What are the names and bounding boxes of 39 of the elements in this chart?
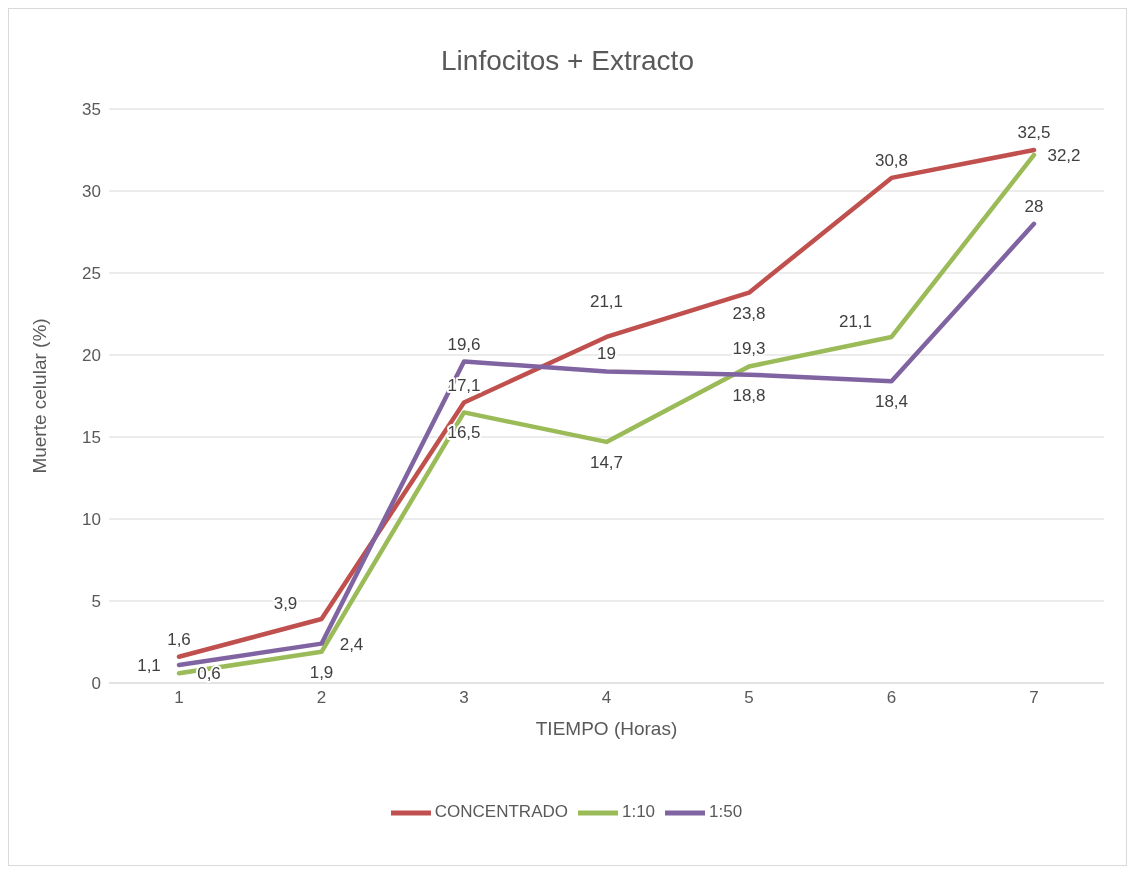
data-label: 19,6	[447, 334, 481, 354]
y-axis-title: Muerte celular (%)	[28, 318, 50, 474]
x-tick-label: 5	[744, 688, 754, 708]
y-tick-label: 5	[91, 592, 101, 612]
data-label: 1,1	[137, 655, 161, 675]
y-tick-label: 10	[82, 510, 101, 530]
legend-label: CONCENTRADO	[434, 802, 568, 822]
chart-title: Linfocitos + Extracto	[440, 45, 695, 77]
data-label: 23,8	[732, 303, 766, 323]
data-label: 2,4	[339, 634, 364, 654]
data-label: 14,7	[589, 452, 624, 472]
x-tick-label: 2	[316, 688, 327, 708]
data-label: 32,5	[1017, 123, 1051, 142]
x-tick-label: 3	[459, 688, 469, 708]
data-label: 28	[1024, 196, 1044, 216]
x-axis-title: TIEMPO (Horas)	[535, 718, 678, 739]
y-tick-label: 15	[82, 428, 101, 448]
data-label: 32,2	[1047, 145, 1081, 165]
y-tick-label: 35	[82, 100, 101, 120]
legend-label: 1:10	[621, 802, 656, 822]
data-label: 18,8	[732, 385, 766, 405]
data-label: 21,1	[589, 291, 624, 311]
data-label: 18,4	[874, 392, 909, 412]
data-label: 3,9	[273, 594, 298, 614]
data-label: 21,1	[838, 311, 873, 331]
y-tick-label: 0	[91, 674, 101, 694]
data-label: 19,3	[732, 339, 766, 359]
y-tick-label: 30	[82, 182, 101, 202]
y-tick-label: 25	[82, 264, 101, 284]
data-label: 1,9	[309, 662, 334, 682]
x-tick-label: 4	[601, 688, 612, 708]
y-tick-label: 20	[82, 346, 101, 366]
x-tick-label: 6	[886, 688, 897, 708]
data-label: 30,8	[874, 150, 909, 170]
data-label: 1,6	[167, 629, 191, 649]
x-tick-label: 1	[174, 688, 184, 708]
legend-label: 1:50	[709, 802, 743, 822]
x-tick-label: 7	[1029, 688, 1039, 708]
data-label: 19	[597, 344, 616, 364]
